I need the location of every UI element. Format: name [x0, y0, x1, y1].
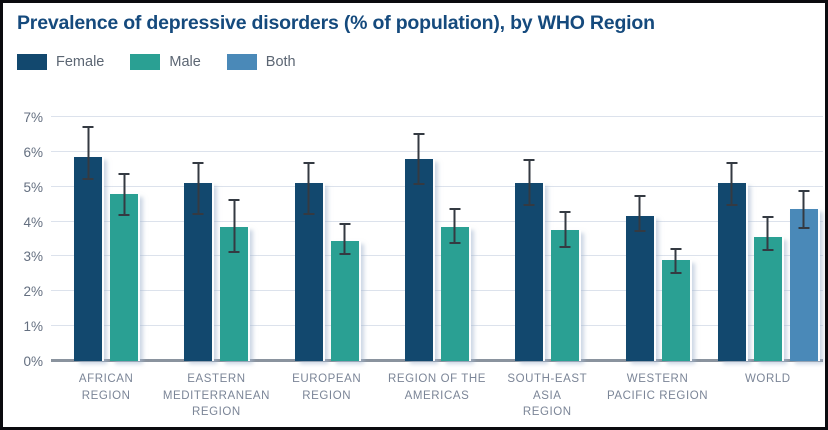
bar-female: [74, 157, 103, 361]
x-axis-label: WESTERN PACIFIC REGION: [607, 373, 709, 402]
bar-male: [661, 259, 690, 361]
plot-area: [51, 116, 823, 362]
error-bar: [634, 195, 646, 233]
bar-group: [713, 117, 823, 361]
bar-group: [382, 117, 492, 361]
gridline: [51, 290, 823, 292]
x-axis-label: REGION OF THE AMERICAS: [387, 373, 486, 402]
legend-label: Both: [265, 54, 296, 70]
legend-item-male: Male: [130, 54, 201, 70]
bar-group: [161, 117, 271, 361]
x-axis: AFRICAN REGION EASTERN MEDITERRANEAN REGI…: [51, 371, 823, 421]
error-bar: [762, 216, 774, 252]
bar-column-male: [440, 117, 469, 361]
gridline: [51, 150, 823, 152]
bar-column-female: [717, 117, 746, 361]
bar-female: [625, 216, 654, 361]
bar-female: [404, 158, 433, 361]
chart-title: Prevalence of depressive disorders (% of…: [17, 12, 655, 34]
error-bar: [798, 190, 810, 229]
legend-label: Female: [56, 54, 105, 70]
bar-column-male: [753, 117, 782, 361]
bar-column-both: [789, 117, 818, 361]
y-tick-label: 7%: [23, 110, 43, 125]
bar-column-female: [625, 117, 654, 361]
bars-row: [51, 117, 823, 361]
error-bar: [192, 162, 204, 215]
y-tick-label: 0%: [23, 354, 43, 369]
bar-column-male: [110, 117, 139, 361]
error-bar: [670, 247, 682, 274]
bar-male: [440, 226, 469, 361]
error-bar: [523, 158, 535, 206]
legend-label: Male: [169, 54, 201, 70]
legend-item-both: Both: [226, 54, 296, 70]
y-tick-label: 2%: [23, 284, 43, 300]
legend-item-female: Female: [17, 54, 104, 70]
gridline: [51, 220, 823, 222]
x-axis-label: SOUTH-EAST ASIA REGION: [507, 373, 588, 419]
bar-column-female: [184, 117, 213, 361]
y-tick-label: 4%: [23, 214, 43, 230]
error-bar: [303, 162, 315, 215]
bar-group: [272, 117, 382, 361]
bar-male: [330, 240, 359, 361]
error-bar: [449, 207, 461, 245]
bar-female: [717, 183, 746, 361]
error-bar: [726, 162, 738, 206]
y-tick-label: 3%: [23, 249, 43, 265]
bar-group: [51, 117, 161, 361]
gridline: [51, 255, 823, 257]
bar-female: [515, 183, 544, 361]
x-axis-line: [51, 359, 823, 362]
gridline: [51, 185, 823, 187]
bar-column-female: [515, 117, 544, 361]
bar-column-male: [220, 117, 249, 361]
error-bar: [118, 172, 130, 217]
error-bar: [82, 125, 94, 180]
error-bar: [413, 132, 425, 185]
bar-both: [789, 209, 818, 361]
bar-group: [492, 117, 602, 361]
bar-column-female: [294, 117, 323, 361]
gridline: [51, 116, 823, 117]
bar-column-male: [551, 117, 580, 361]
bar-column-female: [404, 117, 433, 361]
x-axis-label: EASTERN MEDITERRANEAN REGION: [162, 373, 270, 419]
legend-swatch-icon: [17, 54, 47, 70]
gridline: [51, 325, 823, 327]
bar-column-female: [74, 117, 103, 361]
bar-column-male: [330, 117, 359, 361]
bar-male: [753, 237, 782, 361]
error-bar: [228, 198, 240, 253]
bar-column-male: [661, 117, 690, 361]
bar-male: [110, 193, 139, 361]
y-tick-label: 5%: [23, 179, 43, 195]
x-axis-label: AFRICAN REGION: [78, 373, 134, 402]
x-axis-label: EUROPEAN REGION: [292, 373, 362, 402]
y-axis: 0% 1% 2% 3% 4% 5% 6% 7%: [9, 110, 43, 369]
y-tick-label: 1%: [23, 319, 43, 335]
y-tick-label: 6%: [23, 144, 43, 160]
error-bar: [339, 223, 351, 255]
bar-group: [602, 117, 712, 361]
legend-swatch-icon: [130, 54, 161, 70]
bar-male: [551, 230, 580, 361]
legend: Female Male Both: [17, 54, 296, 70]
error-bar: [559, 211, 571, 248]
legend-swatch-icon: [226, 54, 257, 70]
x-axis-label: WORLD: [745, 373, 791, 385]
